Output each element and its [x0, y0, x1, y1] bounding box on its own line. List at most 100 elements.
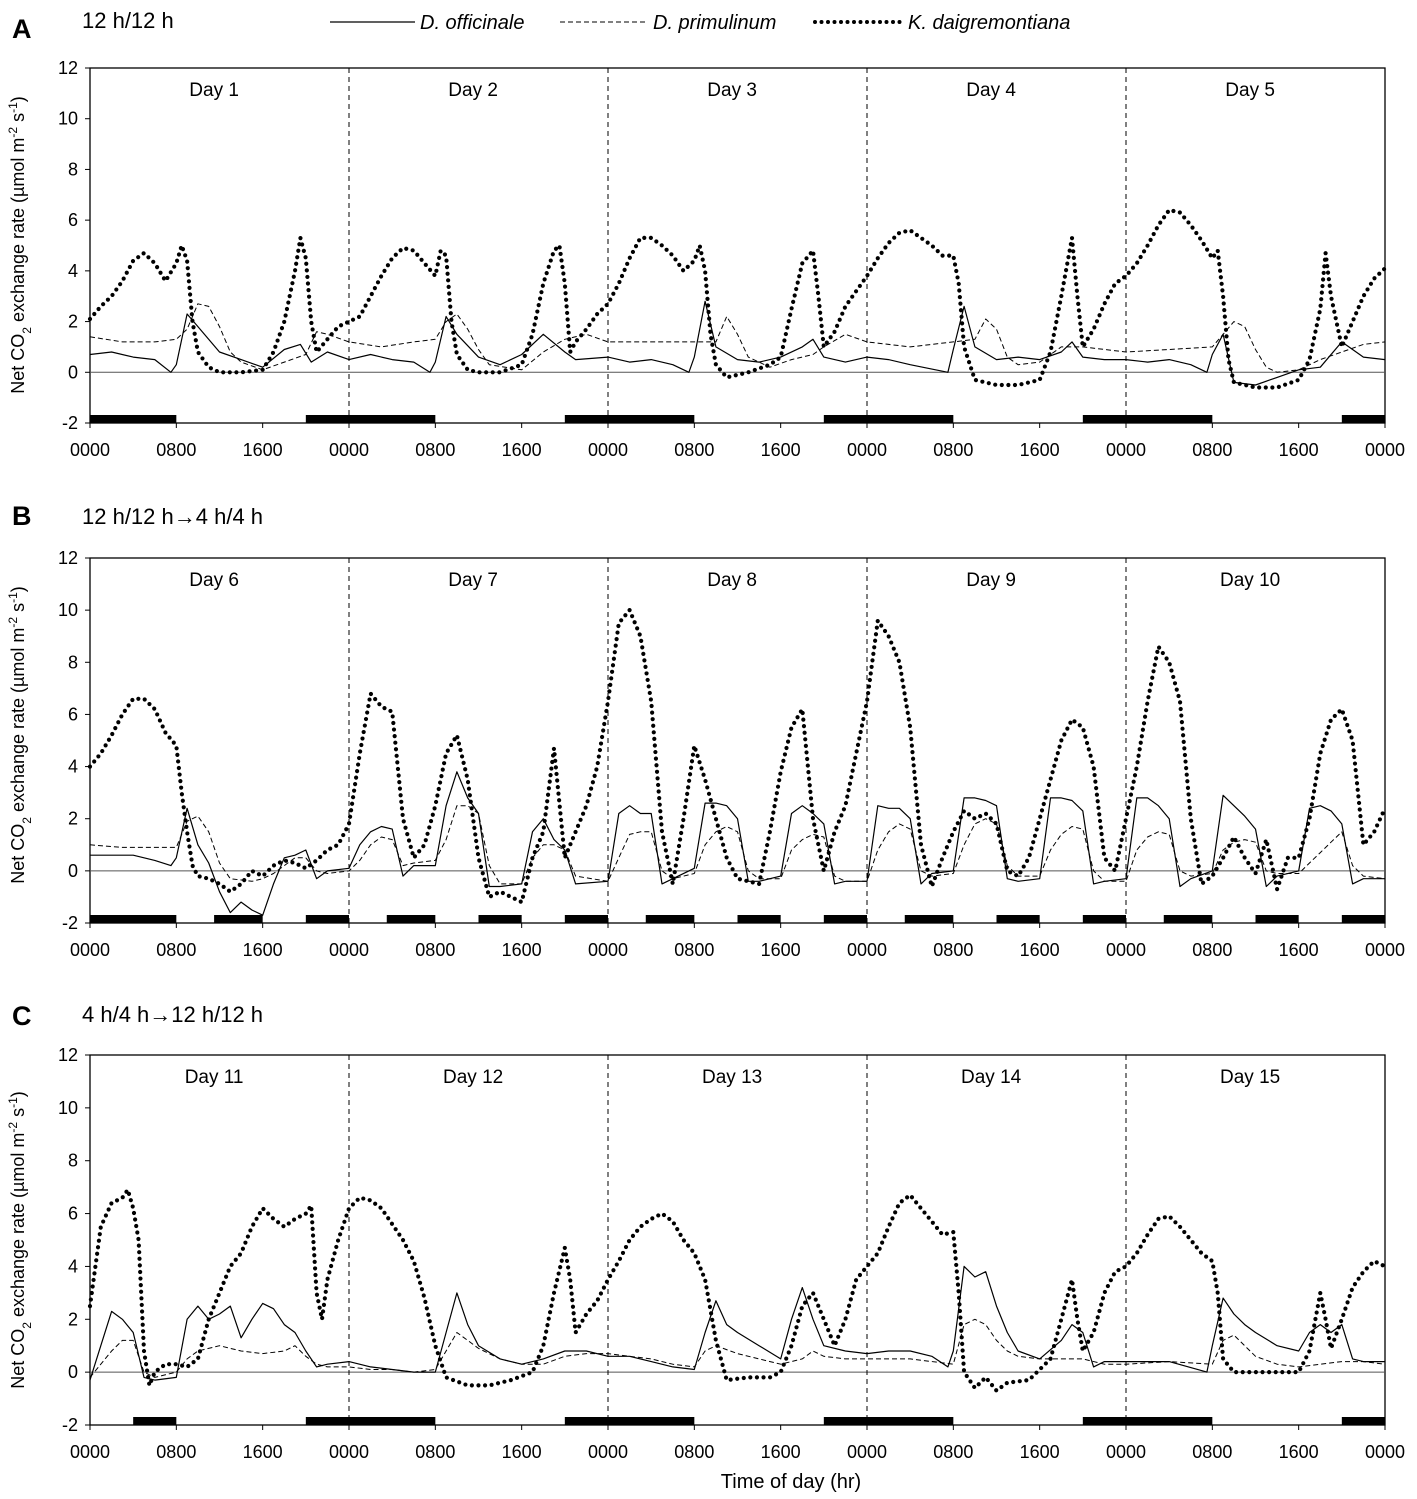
x-tick-label: 0800 [156, 440, 196, 460]
y-tick-label: 4 [68, 1256, 78, 1276]
y-tick-label: 0 [68, 362, 78, 382]
x-tick-label: 0000 [1106, 440, 1146, 460]
dark-period-bar [90, 915, 177, 923]
dark-period-bar [214, 915, 263, 923]
x-tick-label: 1600 [502, 1442, 542, 1462]
y-tick-label: 2 [68, 809, 78, 829]
y-tick-label: 12 [58, 548, 78, 568]
series-line-d-officinale [90, 771, 1385, 916]
panel-title: 12 h/12 h [82, 8, 174, 33]
x-tick-label: 0000 [70, 1442, 110, 1462]
day-label: Day 5 [1225, 80, 1275, 101]
dark-period-bar [645, 915, 695, 923]
panel-letter: B [12, 501, 32, 531]
x-tick-label: 1600 [243, 1442, 283, 1462]
x-tick-label: 1600 [243, 440, 283, 460]
y-tick-label: 12 [58, 1045, 78, 1065]
y-tick-label: -2 [62, 1415, 78, 1435]
series-line-d-primulinum [89, 303, 1386, 373]
dark-period-bar [823, 415, 954, 423]
x-tick-label: 0000 [329, 940, 369, 960]
day-label: Day 1 [189, 80, 239, 101]
x-tick-label: 0000 [847, 1442, 887, 1462]
dark-period-bar [996, 915, 1040, 923]
x-tick-label: 0800 [415, 1442, 455, 1462]
day-label: Day 14 [961, 1067, 1022, 1088]
day-label: Day 11 [185, 1067, 244, 1088]
x-tick-label: 1600 [761, 440, 801, 460]
x-tick-label: 0800 [674, 940, 714, 960]
series-line-k-daigremontiana [87, 207, 1388, 390]
x-tick-label: 1600 [1279, 1442, 1319, 1462]
legend: D. officinale D. primulinum K. daigremon… [330, 12, 1070, 34]
dark-period-bar [1255, 915, 1299, 923]
x-tick-label: 0800 [156, 940, 196, 960]
x-tick-label: 0800 [933, 940, 973, 960]
panel-a: A 12 h/12 h Net CO2 exchange rate (µmol … [6, 8, 1405, 460]
x-tick-label: 1600 [502, 440, 542, 460]
panel-b: B 12 h/12 h→4 h/4 h Net CO2 exchange rat… [6, 501, 1405, 960]
panel-title: 4 h/4 h→12 h/12 h [82, 1002, 263, 1027]
x-tick-label: 0800 [415, 940, 455, 960]
day-label: Day 10 [1220, 570, 1280, 591]
dark-period-bar [1341, 915, 1385, 923]
y-tick-label: 0 [68, 861, 78, 881]
dark-period-bar [478, 915, 522, 923]
day-label: Day 4 [966, 80, 1016, 101]
x-tick-label: 0000 [1365, 940, 1405, 960]
dark-period-bar [305, 915, 349, 923]
dark-period-bar [305, 1417, 436, 1425]
x-tick-label: 0000 [329, 440, 369, 460]
y-tick-label: 10 [58, 109, 78, 129]
x-tick-label: 0000 [70, 440, 110, 460]
x-tick-label: 1600 [761, 1442, 801, 1462]
x-tick-label: 1600 [761, 940, 801, 960]
x-tick-label: 0800 [156, 1442, 196, 1462]
dark-period-bar [737, 915, 781, 923]
x-tick-label: 0800 [1192, 1442, 1232, 1462]
x-tick-label: 1600 [1020, 940, 1060, 960]
y-tick-label: 8 [68, 1151, 78, 1171]
dark-period-bar [1082, 915, 1126, 923]
dark-period-bar [564, 415, 695, 423]
x-tick-label: 0800 [1192, 440, 1232, 460]
panel-letter: A [12, 14, 32, 44]
x-axis-label: Time of day (hr) [721, 1471, 861, 1493]
x-tick-label: 1600 [1020, 440, 1060, 460]
legend-label-k-daigremontiana: K. daigremontiana [908, 12, 1070, 34]
plot-frame [89, 67, 1386, 424]
x-tick-label: 0000 [847, 940, 887, 960]
dark-period-bar [1341, 1417, 1385, 1425]
plot-frame [89, 557, 1386, 924]
x-tick-label: 0800 [1192, 940, 1232, 960]
day-label: Day 6 [189, 570, 239, 591]
x-tick-label: 0000 [1365, 1442, 1405, 1462]
y-tick-label: 4 [68, 757, 78, 777]
dark-period-bar [564, 1417, 695, 1425]
y-axis-label: Net CO2 exchange rate (µmol m-2 s-1) [6, 96, 34, 394]
panel-c: C 4 h/4 h→12 h/12 h Net CO2 exchange rat… [6, 1001, 1405, 1493]
series-line-d-officinale [89, 300, 1386, 386]
x-tick-label: 0000 [70, 940, 110, 960]
plot-frame [89, 1054, 1386, 1426]
panel-letter: C [12, 1001, 32, 1031]
x-tick-label: 0800 [415, 440, 455, 460]
y-axis-label: Net CO2 exchange rate (µmol m-2 s-1) [6, 1091, 34, 1389]
y-tick-label: 8 [68, 159, 78, 179]
x-tick-label: 0800 [674, 440, 714, 460]
dark-period-bar [904, 915, 954, 923]
series-line-d-primulinum [89, 1318, 1386, 1378]
series-line-d-primulinum [89, 805, 1386, 885]
x-tick-label: 1600 [1279, 940, 1319, 960]
dark-period-bar [1082, 415, 1213, 423]
day-label: Day 9 [966, 570, 1016, 591]
y-tick-label: 10 [58, 600, 78, 620]
day-label: Day 12 [443, 1067, 503, 1088]
x-tick-label: 0800 [933, 1442, 973, 1462]
dark-period-bar [564, 915, 608, 923]
y-tick-label: 12 [58, 58, 78, 78]
x-tick-label: 1600 [502, 940, 542, 960]
day-label: Day 7 [448, 570, 498, 591]
legend-label-d-primulinum: D. primulinum [653, 12, 776, 34]
